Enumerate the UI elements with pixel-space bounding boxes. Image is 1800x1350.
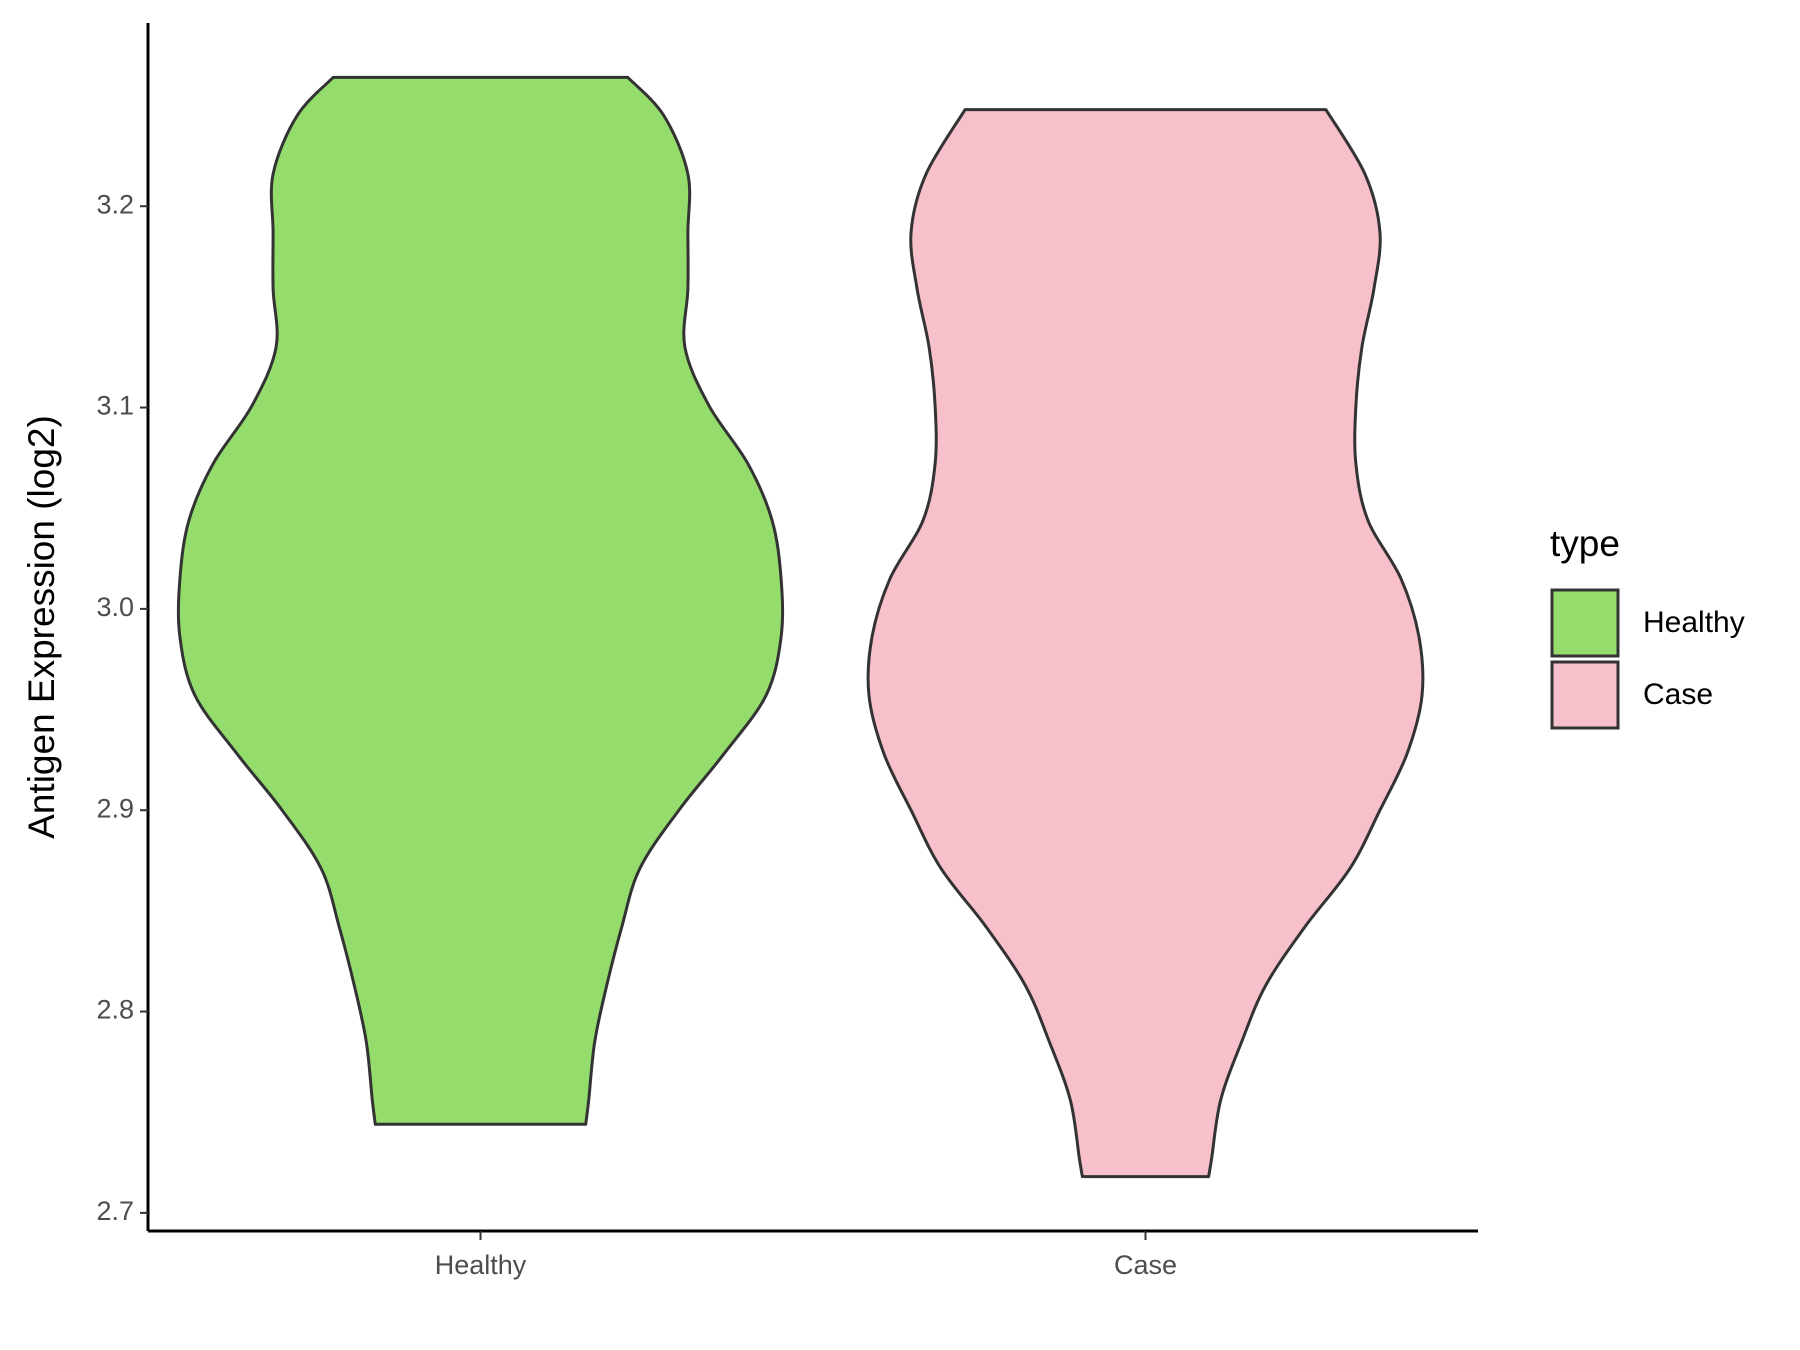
legend-title: type xyxy=(1550,523,1620,564)
legend-swatch xyxy=(1550,660,1620,730)
y-tick-label: 3.0 xyxy=(96,592,134,622)
legend-label: Healthy xyxy=(1643,606,1745,639)
y-tick-label: 3.2 xyxy=(96,189,134,219)
y-tick-label: 2.8 xyxy=(96,995,134,1025)
y-tick-label: 2.9 xyxy=(96,793,134,823)
y-axis-title: Antigen Expression (log2) xyxy=(21,415,62,839)
violin xyxy=(176,75,785,1126)
x-tick-label: Healthy xyxy=(435,1250,527,1280)
x-tick-label: Case xyxy=(1114,1250,1177,1280)
legend-label: Case xyxy=(1643,678,1713,711)
violin xyxy=(866,108,1425,1179)
y-tick-label: 3.1 xyxy=(96,391,134,421)
legend-swatch xyxy=(1550,588,1620,658)
y-tick-label: 2.7 xyxy=(96,1196,134,1226)
